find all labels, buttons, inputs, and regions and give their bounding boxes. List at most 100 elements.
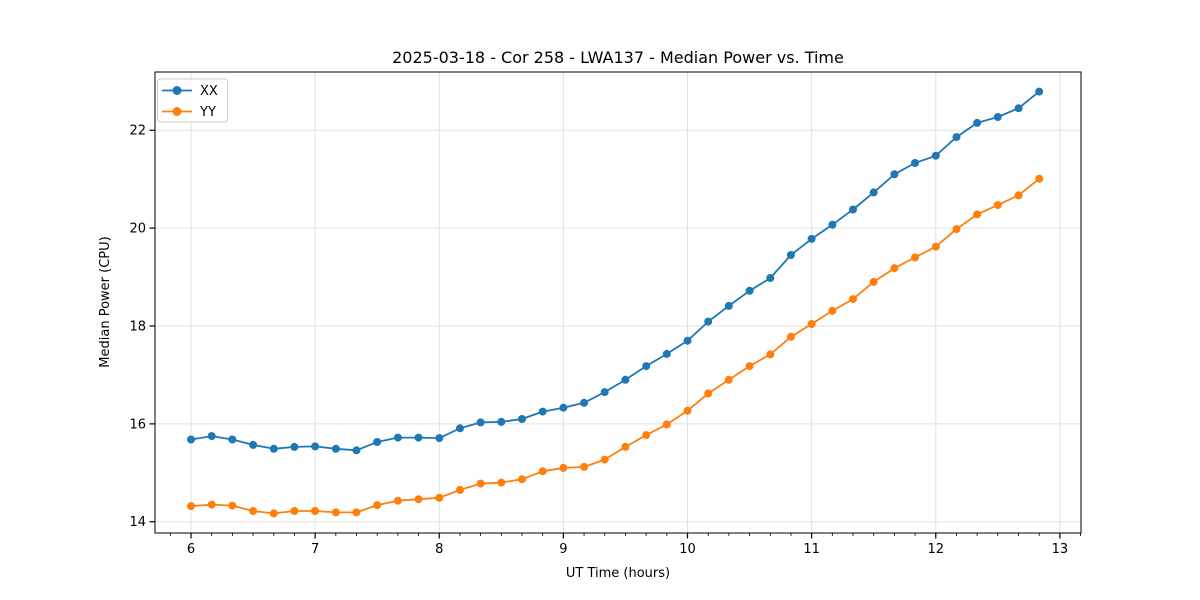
x-tick-label: 9 (559, 542, 567, 557)
data-point-marker-xx (704, 317, 713, 326)
data-point-marker-yy (393, 496, 402, 505)
data-point-marker-yy (311, 507, 320, 515)
x-axis-label: UT Time (hours) (566, 566, 670, 581)
data-point-marker-yy (766, 350, 775, 359)
data-point-marker-yy (435, 493, 444, 502)
y-axis-label: Median Power (CPU) (98, 236, 113, 367)
data-point-marker-yy (600, 455, 609, 464)
data-point-marker-xx (497, 417, 506, 426)
plot-series (187, 87, 1044, 518)
data-point-marker-xx (414, 433, 423, 442)
x-tick-label: 11 (803, 542, 820, 557)
data-point-marker-xx (559, 403, 568, 412)
data-point-marker-xx (207, 432, 216, 441)
data-point-marker-xx (228, 435, 237, 444)
data-point-marker-xx (807, 234, 816, 243)
data-point-marker-xx (766, 274, 775, 282)
data-point-marker-xx (373, 438, 382, 446)
data-point-marker-yy (745, 362, 754, 371)
data-point-marker-xx (621, 375, 630, 384)
legend-label-yy: YY (199, 105, 216, 120)
data-point-marker-xx (973, 118, 982, 127)
data-point-marker-xx (352, 446, 361, 455)
data-point-marker-yy (373, 501, 382, 510)
data-point-marker-yy (538, 467, 547, 476)
data-point-marker-xx (456, 424, 464, 433)
y-tick-label: 18 (129, 319, 146, 334)
data-point-marker-yy (269, 509, 278, 518)
data-point-marker-xx (662, 349, 671, 358)
x-tick-label: 6 (187, 542, 195, 557)
data-point-marker-xx (786, 251, 795, 259)
data-point-marker-yy (786, 332, 795, 341)
data-point-marker-yy (187, 502, 195, 511)
data-point-marker-yy (683, 406, 692, 415)
data-point-marker-yy (414, 495, 423, 504)
data-point-marker-yy (973, 210, 982, 219)
data-point-marker-yy (1014, 191, 1023, 200)
data-point-marker-xx (828, 220, 837, 229)
data-point-marker-xx (311, 442, 320, 451)
x-tick-label: 8 (435, 542, 443, 557)
legend-marker-icon-yy (172, 107, 182, 116)
data-point-marker-yy (642, 431, 651, 440)
data-point-marker-xx (269, 444, 278, 453)
x-tick-label: 13 (1052, 542, 1069, 557)
data-point-marker-yy (476, 479, 485, 488)
data-point-marker-yy (580, 462, 589, 471)
data-point-marker-yy (704, 389, 713, 398)
data-point-marker-yy (890, 264, 899, 273)
data-point-marker-xx (1035, 87, 1044, 96)
y-tick-label: 22 (129, 124, 146, 139)
data-point-marker-xx (393, 433, 402, 442)
plot-border (154, 71, 1082, 534)
data-point-marker-yy (228, 501, 237, 510)
chart-title: 2025-03-18 - Cor 258 - LWA137 - Median P… (392, 48, 844, 67)
x-tick-label: 7 (311, 542, 319, 557)
data-point-marker-xx (642, 362, 651, 371)
data-point-marker-xx (911, 159, 919, 167)
data-point-marker-yy (724, 375, 733, 384)
axis-ticks (149, 129, 1081, 539)
x-tick-label: 12 (927, 542, 944, 557)
data-point-marker-xx (600, 388, 609, 397)
data-point-marker-yy (352, 508, 361, 517)
y-tick-label: 20 (129, 222, 146, 237)
data-point-marker-yy (249, 507, 258, 515)
legend: XX YY (157, 78, 228, 123)
legend-item-xx: XX (162, 84, 218, 99)
data-point-marker-xx (869, 188, 878, 197)
data-point-marker-xx (249, 440, 258, 449)
y-tick-label: 16 (129, 417, 146, 432)
data-point-marker-yy (621, 442, 630, 451)
data-point-marker-yy (1035, 174, 1044, 183)
series-line-xx (190, 90, 1040, 452)
legend-item-yy: YY (162, 105, 216, 120)
data-point-marker-yy (807, 320, 816, 328)
data-point-marker-yy (290, 507, 299, 515)
data-point-marker-yy (456, 485, 464, 494)
data-point-marker-xx (580, 398, 589, 407)
data-point-marker-xx (290, 442, 299, 451)
data-point-marker-yy (331, 508, 340, 517)
data-point-marker-xx (538, 407, 547, 416)
data-point-marker-xx (931, 151, 940, 160)
data-point-marker-yy (828, 306, 837, 315)
data-point-marker-yy (497, 478, 506, 487)
data-point-marker-yy (518, 475, 526, 484)
data-point-marker-xx (993, 113, 1002, 121)
x-tick-label: 10 (679, 542, 696, 557)
data-point-marker-xx (890, 170, 899, 179)
legend-label-xx: XX (200, 84, 218, 99)
series-line-yy (190, 177, 1040, 515)
data-point-marker-xx (435, 434, 444, 443)
data-point-marker-xx (187, 435, 195, 444)
data-point-marker-xx (1014, 104, 1023, 113)
data-point-marker-xx (745, 286, 754, 295)
data-point-marker-yy (207, 500, 216, 509)
data-point-marker-xx (476, 418, 485, 427)
legend-marker-icon-xx (172, 86, 182, 95)
data-point-marker-yy (993, 201, 1002, 210)
tick-labels: 6 7 8 9 10 11 12 13 14 16 18 20 22 (129, 124, 1068, 557)
